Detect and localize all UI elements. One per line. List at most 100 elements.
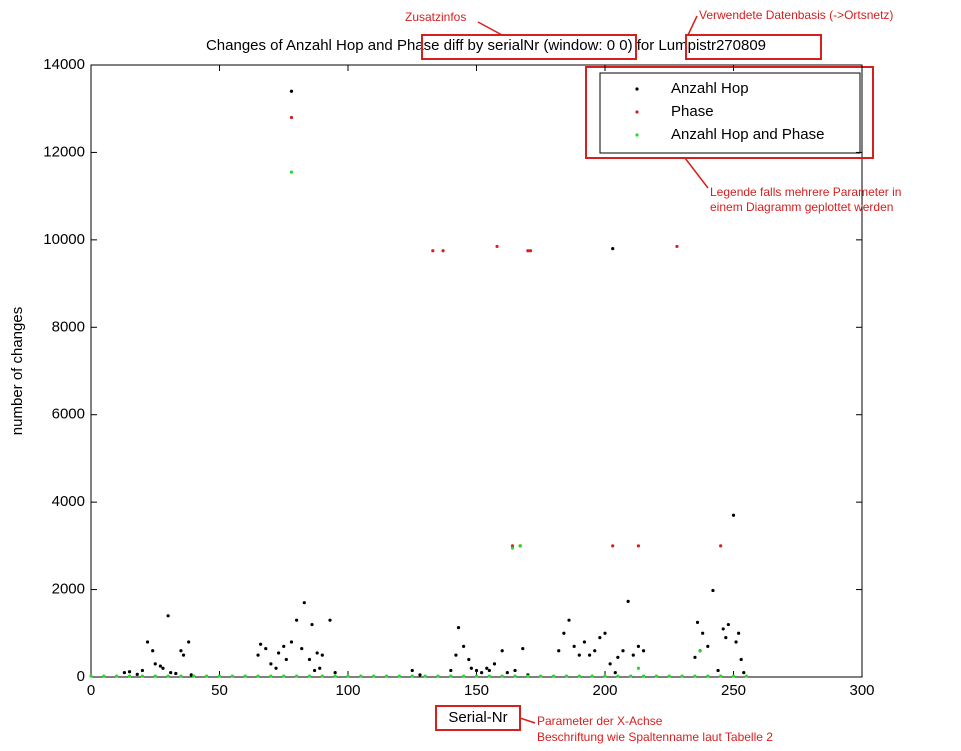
point [641,649,646,653]
legend-marker [635,87,639,91]
point [480,671,484,675]
point [462,674,466,678]
point [680,674,684,678]
point [731,674,736,678]
point [140,668,144,673]
point [510,546,515,550]
legend [599,72,861,154]
leader-line [519,717,536,724]
y-tick-label: 14000 [43,56,85,73]
point [513,668,517,673]
legend-label: Anzahl Hop and Phase [671,126,824,143]
point [410,674,414,678]
y-tick-label: 8000 [52,318,85,335]
point [567,618,571,622]
point [510,544,515,548]
point [179,649,183,653]
point [454,653,458,657]
point [269,674,273,678]
point [611,247,615,251]
point [423,674,427,678]
point [259,642,263,646]
point [474,668,479,673]
point [295,674,299,678]
point [629,674,633,678]
point [706,644,710,649]
highlight-box [585,66,874,159]
point [701,631,705,635]
point [431,249,435,253]
point [641,674,646,678]
point [719,544,723,548]
point [557,649,561,653]
point [318,666,322,670]
y-tick-label: 2000 [52,581,85,598]
point [372,674,376,678]
legend-marker [635,133,639,137]
annotation: Parameter der X-Achse [537,714,663,728]
point [145,640,150,644]
point [384,674,389,678]
point [593,649,597,653]
point [300,646,304,651]
point [734,640,738,644]
point [217,674,222,678]
y-tick-label: 10000 [43,231,85,248]
point [310,622,314,627]
point [166,614,170,618]
point [328,618,332,622]
point [102,674,106,678]
x-tick-label: 50 [211,682,228,699]
point [675,244,679,249]
point [166,674,170,678]
point [726,622,730,627]
point [487,674,491,678]
point [307,674,312,678]
point [153,662,157,666]
point [181,653,186,657]
point [187,640,191,644]
point [469,666,473,670]
point [307,657,312,662]
point [333,671,337,675]
point [127,670,132,674]
point [621,649,625,653]
point [127,674,132,678]
point [711,588,715,593]
point [161,666,165,670]
point [636,666,641,670]
leader-line [687,15,698,36]
point [526,674,530,678]
point [742,671,746,675]
annotation: Beschriftung wie Spaltenname laut Tabell… [537,730,773,744]
point [192,674,196,678]
point [449,668,453,673]
point [631,653,635,657]
point [158,664,162,668]
point [153,674,157,678]
point [716,668,720,673]
point [282,644,286,649]
point [441,249,445,253]
point [613,671,617,675]
point [744,674,748,678]
leader-lines [477,15,709,724]
point [603,631,607,635]
point [731,513,736,517]
point [410,668,414,673]
point [572,644,576,649]
annotation: Legende falls mehrere Parameter in [710,185,901,199]
point [636,544,641,548]
legend-marker [635,110,639,114]
point [611,544,615,548]
x-tick-label: 250 [721,682,746,699]
point [289,640,294,644]
point [737,631,741,635]
point [492,662,497,666]
point [739,657,743,662]
point [500,649,504,653]
point [616,655,620,659]
point [256,653,260,657]
chart-title: Changes of Anzahl Hop and Phase diff by … [206,37,766,54]
